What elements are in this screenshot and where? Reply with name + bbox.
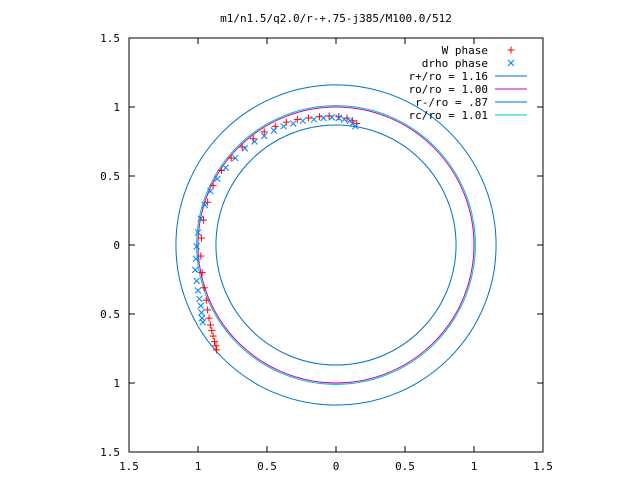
x-tick-label: 1.5 (119, 460, 139, 473)
drho-phase-point (320, 114, 327, 122)
w-phase-point (217, 166, 225, 174)
drho-phase-point (310, 116, 318, 123)
series-1 (197, 112, 361, 354)
drho-phase-point (194, 229, 202, 236)
w-phase-point (206, 321, 214, 329)
drho-phase-point (192, 255, 200, 263)
drho-phase-point (289, 120, 297, 127)
circle-2 (197, 106, 475, 384)
x-tick-label: 0.5 (257, 460, 277, 473)
drho-phase-point (197, 215, 205, 223)
legend-label: drho phase (422, 57, 488, 70)
drho-phase-point (241, 145, 249, 152)
drho-phase-point (328, 113, 336, 121)
w-phase-point (200, 216, 208, 224)
w-phase-point (205, 314, 213, 322)
x-tick-label: 1.5 (533, 460, 553, 473)
drho-phase-point (270, 127, 278, 134)
drho-phase-point (201, 201, 209, 209)
w-phase-point (200, 284, 208, 292)
drho-phase-point (191, 266, 199, 274)
y-tick-label: 0 (113, 239, 120, 252)
drho-phase-point (196, 295, 203, 303)
drho-phase-point (193, 277, 200, 285)
w-phase-point (212, 342, 220, 350)
drho-phase-point (194, 287, 202, 294)
y-tick-label: 0.5 (100, 170, 120, 183)
drho-phase-point (222, 164, 229, 172)
w-phase-point (209, 332, 217, 340)
series-2 (191, 113, 359, 326)
legend-label: rc/ro = 1.01 (409, 109, 488, 122)
drho-phase-point (251, 138, 258, 145)
x-tick-label: 0 (333, 460, 340, 473)
w-phase-point (325, 112, 333, 120)
w-phase-point (213, 346, 221, 354)
x-tick-label: 1 (471, 460, 478, 473)
drho-phase-point (199, 318, 207, 326)
chart-title: m1/n1.5/q2.0/r-+.75-j385/M100.0/512 (220, 12, 452, 25)
drho-phase-point (340, 116, 348, 123)
w-phase-point (293, 115, 301, 123)
drho-phase-point (335, 114, 343, 122)
legend-label: r+/ro = 1.16 (409, 70, 488, 83)
drho-phase-point (280, 122, 287, 130)
w-phase-point (353, 120, 361, 128)
reference-circles (175, 84, 497, 406)
circle-4 (196, 105, 476, 385)
legend-label: ro/ro = 1.00 (409, 83, 488, 96)
legend-label: W phase (442, 44, 488, 57)
drho-phase-point (198, 309, 205, 316)
legend-swatch (507, 59, 515, 67)
y-tick-label: 1.5 (100, 32, 120, 45)
y-tick-label: 1.5 (100, 446, 120, 459)
legend-label: r-/ro = .87 (415, 96, 488, 109)
w-phase-point (227, 154, 235, 162)
drho-phase-point (193, 243, 200, 250)
w-phase-point (197, 234, 205, 242)
drho-phase-point (213, 175, 221, 183)
drho-phase-point (197, 302, 205, 310)
axis-ticks: 1.5 1 0.5 0 0.5 1 1.51.510.500.511.5 (100, 32, 553, 473)
legend-swatch (507, 46, 515, 54)
drho-phase-point (231, 154, 239, 162)
w-phase-point (238, 143, 246, 151)
x-tick-label: 0.5 (395, 460, 415, 473)
drho-phase-point (346, 117, 354, 125)
circle-3 (215, 124, 457, 366)
w-phase-point (202, 296, 210, 304)
w-phase-point (249, 135, 257, 143)
w-phase-point (282, 118, 290, 126)
y-tick-label: 0.5 (100, 308, 120, 321)
w-phase-point (198, 269, 206, 277)
drho-phase-point (260, 132, 268, 140)
w-phase-point (204, 306, 212, 314)
drho-phase-point (207, 187, 214, 195)
y-tick-label: 1 (113, 377, 120, 390)
x-tick-label: 1 (195, 460, 202, 473)
drho-phase-point (299, 117, 307, 125)
y-tick-label: 1 (113, 101, 120, 114)
w-phase-point (260, 128, 268, 136)
circle-1 (175, 84, 497, 406)
w-phase-point (208, 327, 216, 335)
w-phase-point (211, 338, 219, 346)
data-series (191, 112, 361, 354)
